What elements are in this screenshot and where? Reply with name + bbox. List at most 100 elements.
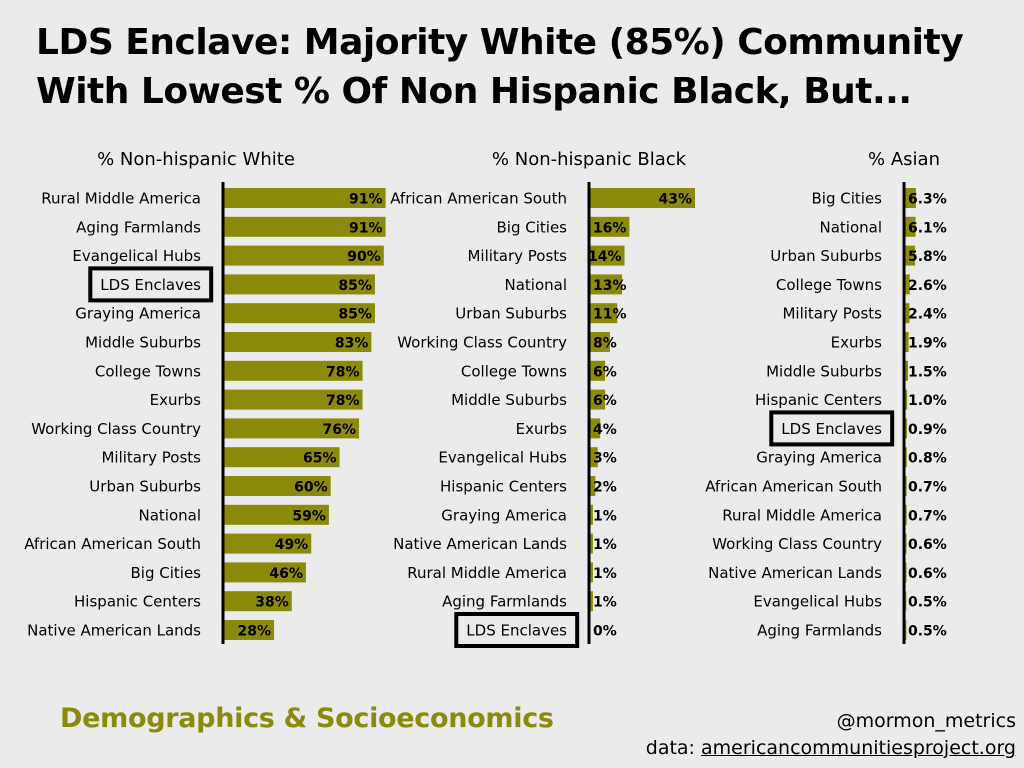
value-label: 0.5%	[908, 595, 947, 611]
category-label: African American South	[705, 478, 882, 496]
bar-rural-middle-america	[905, 504, 907, 525]
category-label: Graying America	[75, 305, 201, 323]
bar-african-american-south	[590, 188, 695, 208]
bar-aging-farmlands	[590, 591, 593, 612]
bar-rural-middle-america	[224, 188, 386, 208]
value-label: 1.9%	[908, 336, 947, 352]
bar-african-american-south	[905, 476, 907, 496]
bar-african-american-south	[224, 533, 312, 554]
category-label: Military Posts	[782, 305, 882, 323]
value-label: 0.8%	[908, 451, 947, 467]
category-label: Native American Lands	[27, 622, 201, 640]
value-label: 16%	[593, 220, 627, 236]
value-label: 1%	[593, 595, 617, 611]
category-label: College Towns	[776, 276, 882, 294]
chart-title: % Non-hispanic Black	[492, 149, 687, 170]
value-label: 4%	[593, 422, 617, 438]
value-label: 5.8%	[908, 249, 947, 265]
bar-middle-suburbs	[224, 332, 372, 352]
category-label: Working Class Country	[31, 420, 201, 438]
value-label: 11%	[593, 307, 627, 323]
bar-big-cities	[905, 188, 916, 208]
value-label: 85%	[338, 307, 372, 323]
bar-middle-suburbs	[590, 389, 606, 410]
category-label: Working Class Country	[397, 334, 567, 352]
data-source: data: americancommunitiesproject.org	[646, 735, 1016, 762]
charts-area: % Non-hispanic White Rural Middle America…	[24, 149, 947, 648]
category-label: Middle Suburbs	[85, 334, 201, 352]
bar-hispanic-centers	[224, 591, 292, 612]
value-label: 6.1%	[908, 220, 947, 236]
data-source-prefix: data:	[645, 737, 702, 759]
highlight-box	[88, 266, 214, 303]
bar-hispanic-centers	[905, 389, 908, 410]
value-label: 43%	[658, 192, 692, 208]
value-label: 90%	[347, 249, 381, 265]
bar-urban-suburbs	[590, 303, 618, 324]
value-label: 1%	[593, 566, 617, 582]
value-label: 1%	[593, 508, 617, 524]
credits: @mormon_metrics data: americancommunitie…	[646, 708, 1016, 762]
chart-asian: % Asian Big Cities 6.3% National 6.1% Urban S…	[705, 149, 947, 644]
bar-native-american-lands	[224, 620, 275, 640]
bar-exurbs	[590, 418, 601, 439]
category-label: Military Posts	[467, 247, 567, 265]
value-label: 38%	[255, 595, 289, 611]
bar-working-class-country	[905, 533, 907, 554]
bar-native-american-lands	[905, 562, 907, 583]
category-label: Exurbs	[150, 391, 202, 409]
value-label: 1.0%	[908, 393, 947, 409]
value-label: 2.4%	[908, 307, 947, 323]
category-label: Graying America	[441, 506, 567, 524]
category-label: LDS Enclaves	[100, 276, 201, 294]
bar-big-cities	[590, 216, 630, 237]
category-label: Big Cities	[131, 564, 202, 582]
value-label: 59%	[292, 508, 326, 524]
bar-urban-suburbs	[224, 476, 331, 496]
bar-native-american-lands	[590, 533, 593, 554]
bar-national	[224, 504, 329, 525]
value-label: 6%	[593, 364, 617, 380]
bar-college-towns	[224, 360, 363, 381]
highlight-box	[769, 410, 895, 447]
bar-evangelical-hubs	[590, 447, 598, 468]
title-line-1: LDS Enclave: Majority White (85%) Commun…	[36, 22, 964, 63]
category-label: Native American Lands	[393, 535, 567, 553]
category-label: Evangelical Hubs	[72, 247, 201, 265]
category-label: Exurbs	[516, 420, 568, 438]
value-label: 28%	[238, 624, 272, 640]
bar-evangelical-hubs	[905, 591, 907, 612]
bar-aging-farmlands	[224, 216, 386, 237]
category-label: Urban Suburbs	[455, 305, 567, 323]
value-label: 1%	[593, 537, 617, 553]
category-label: LDS Enclaves	[466, 622, 567, 640]
category-label: African American South	[24, 535, 201, 553]
title-line-2: With Lowest % Of Non Hispanic Black, But…	[36, 71, 912, 112]
category-label: Exurbs	[831, 334, 883, 352]
category-label: Rural Middle America	[407, 564, 567, 582]
category-label: Graying America	[756, 449, 882, 467]
data-source-link[interactable]: americancommunitiesproject.org	[701, 737, 1016, 759]
category-label: Military Posts	[101, 449, 201, 467]
value-label: 14%	[588, 249, 622, 265]
value-label: 83%	[335, 336, 369, 352]
value-label: 0.9%	[908, 422, 947, 438]
bar-evangelical-hubs	[224, 245, 384, 266]
value-label: 76%	[323, 422, 357, 438]
bar-graying-america	[590, 504, 593, 525]
category-label: Native American Lands	[708, 564, 882, 582]
category-label: Working Class Country	[712, 535, 882, 553]
category-label: National	[138, 506, 201, 524]
value-label: 3%	[593, 451, 617, 467]
bar-military-posts	[590, 245, 625, 266]
value-label: 60%	[294, 480, 328, 496]
category-label: Big Cities	[497, 218, 568, 236]
category-label: Evangelical Hubs	[438, 449, 567, 467]
value-label: 46%	[269, 566, 303, 582]
bar-aging-farmlands	[905, 620, 907, 640]
category-label: Hispanic Centers	[74, 593, 201, 611]
bar-military-posts	[905, 303, 910, 324]
value-label: 6%	[593, 393, 617, 409]
bar-exurbs	[224, 389, 363, 410]
value-label: 0.7%	[908, 508, 947, 524]
